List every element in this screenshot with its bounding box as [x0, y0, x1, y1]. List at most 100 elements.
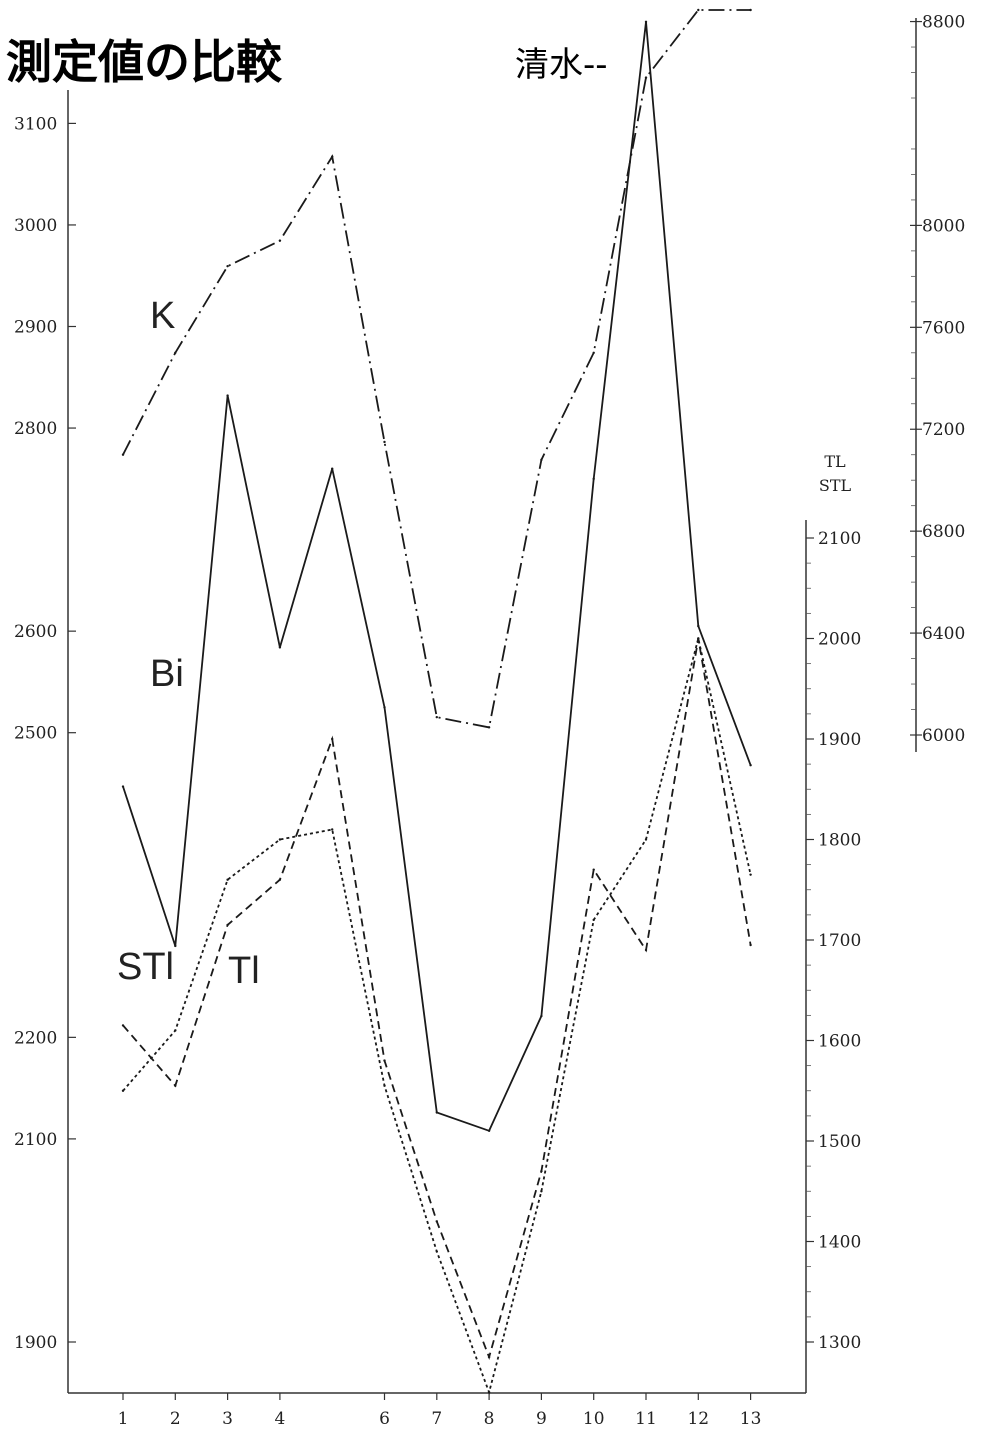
left-axis-tick-label: 2900 — [14, 318, 57, 338]
series-point-stl — [383, 1084, 386, 1087]
series-point-k — [174, 351, 177, 354]
x-axis-tick-label: 11 — [635, 1409, 657, 1429]
k-axis-tick-label: 6400 — [922, 624, 965, 644]
series-point-bi — [121, 785, 125, 788]
x-axis-tick-label: 8 — [484, 1409, 495, 1429]
k-axis-tick-label: 6000 — [922, 726, 965, 746]
series-point-tl — [121, 1024, 125, 1027]
series-point-bi — [278, 646, 282, 649]
series-point-tl — [226, 923, 229, 927]
x-axis-tick-label: 12 — [687, 1409, 709, 1429]
series-point-bi — [540, 1014, 543, 1018]
tl-axis-tick-label: 1300 — [818, 1333, 861, 1353]
tl-axis-title: STL — [819, 476, 852, 495]
tl-axis-tick-label: 1600 — [818, 1032, 861, 1052]
series-line-k — [122, 9, 751, 729]
series-point-k — [278, 239, 282, 242]
k-axis-tick-label: 7200 — [922, 420, 965, 440]
left-axis-tick-label: 3000 — [14, 216, 57, 236]
series-point-tl — [644, 948, 648, 952]
k-axis-tick-label: 6800 — [922, 522, 965, 542]
x-axis-tick-label: 4 — [274, 1409, 285, 1429]
series-point-k — [121, 453, 125, 456]
series-label-bi: Bi — [150, 653, 184, 695]
series-point-tl — [435, 1220, 438, 1223]
left-axis-tick-label: 2800 — [14, 419, 57, 439]
x-axis-tick-label: 3 — [222, 1409, 233, 1429]
x-axis-tick-label: 1 — [118, 1409, 129, 1429]
left-axis-tick-label: 1900 — [14, 1333, 57, 1353]
series-point-bi — [487, 1129, 491, 1132]
series-point-stl — [540, 1190, 543, 1193]
series-point-stl — [487, 1391, 491, 1394]
tl-axis-tick-label: 1500 — [818, 1132, 861, 1152]
series-label-k: K — [150, 295, 175, 337]
left-axis-tick-label: 2100 — [14, 1130, 57, 1150]
series-label-tl: Tl — [228, 950, 260, 992]
series-point-stl — [331, 828, 334, 831]
k-axis-tick-label: 7600 — [922, 318, 965, 338]
x-axis-tick-label: 6 — [379, 1409, 390, 1429]
series-point-tl — [592, 868, 595, 871]
tl-axis-tick-label: 1800 — [818, 831, 861, 851]
x-axis-tick-label: 2 — [170, 1409, 181, 1429]
x-axis-tick-label: 9 — [536, 1409, 547, 1429]
series-point-bi — [226, 394, 229, 397]
chart-title: 測定値の比較 — [6, 35, 283, 89]
series-point-stl — [174, 1029, 177, 1032]
x-axis-tick-label: 10 — [583, 1409, 605, 1429]
series-label-stl: STl — [117, 946, 174, 988]
series-point-bi — [435, 1111, 438, 1114]
series-point-k — [644, 76, 648, 79]
series-point-stl — [435, 1250, 438, 1253]
left-axis-tick-label: 2500 — [14, 724, 57, 744]
series-point-tl — [331, 737, 334, 741]
k-axis-tick-label: 8000 — [922, 216, 965, 236]
series-point-tl — [487, 1355, 491, 1359]
series-point-tl — [697, 637, 700, 640]
series-point-bi — [749, 763, 752, 767]
series-line-tl — [122, 638, 752, 1360]
x-axis-tick-label: 13 — [740, 1409, 762, 1429]
series-point-tl — [749, 943, 752, 947]
series-point-k — [435, 715, 438, 719]
series-point-tl — [540, 1169, 543, 1173]
series-point-bi — [644, 20, 648, 24]
series-point-k — [383, 440, 386, 444]
x-axis-tick-label: 7 — [431, 1409, 442, 1429]
series-point-bi — [592, 477, 595, 481]
tl-axis-tick-label: 2100 — [818, 529, 861, 549]
tl-axis-tick-label: 2000 — [818, 630, 861, 650]
series-point-stl — [592, 918, 595, 922]
chart-subtitle: 清水-- — [515, 45, 608, 85]
series-lines — [121, 8, 752, 1396]
left-axis-tick-label: 2200 — [14, 1028, 57, 1048]
series-point-k — [487, 726, 491, 729]
series-point-k — [540, 458, 543, 462]
series-point-k — [331, 155, 334, 158]
series-line-stl — [122, 638, 752, 1396]
series-point-k — [226, 264, 229, 268]
series-point-stl — [121, 1089, 125, 1092]
series-point-stl — [644, 838, 648, 841]
series-point-k — [592, 351, 595, 354]
series-line-bi — [122, 21, 752, 1132]
series-point-stl — [226, 878, 229, 881]
k-axis-tick-label: 8800 — [922, 13, 965, 33]
left-axis-tick-label: 2600 — [14, 622, 57, 642]
series-point-tl — [383, 1059, 386, 1062]
tl-axis-tick-label: 1400 — [818, 1233, 861, 1253]
series-point-tl — [174, 1084, 177, 1087]
series-point-k — [697, 8, 700, 12]
series-point-k — [749, 8, 752, 12]
tl-axis-tick-label: 1900 — [818, 730, 861, 750]
left-axis-tick-label: 3100 — [14, 114, 57, 134]
series-point-tl — [278, 878, 282, 881]
series-point-bi — [383, 706, 386, 709]
series-point-bi — [174, 944, 177, 948]
tl-axis-title: TL — [824, 452, 846, 471]
series-point-bi — [331, 467, 334, 470]
series-point-stl — [278, 838, 282, 841]
